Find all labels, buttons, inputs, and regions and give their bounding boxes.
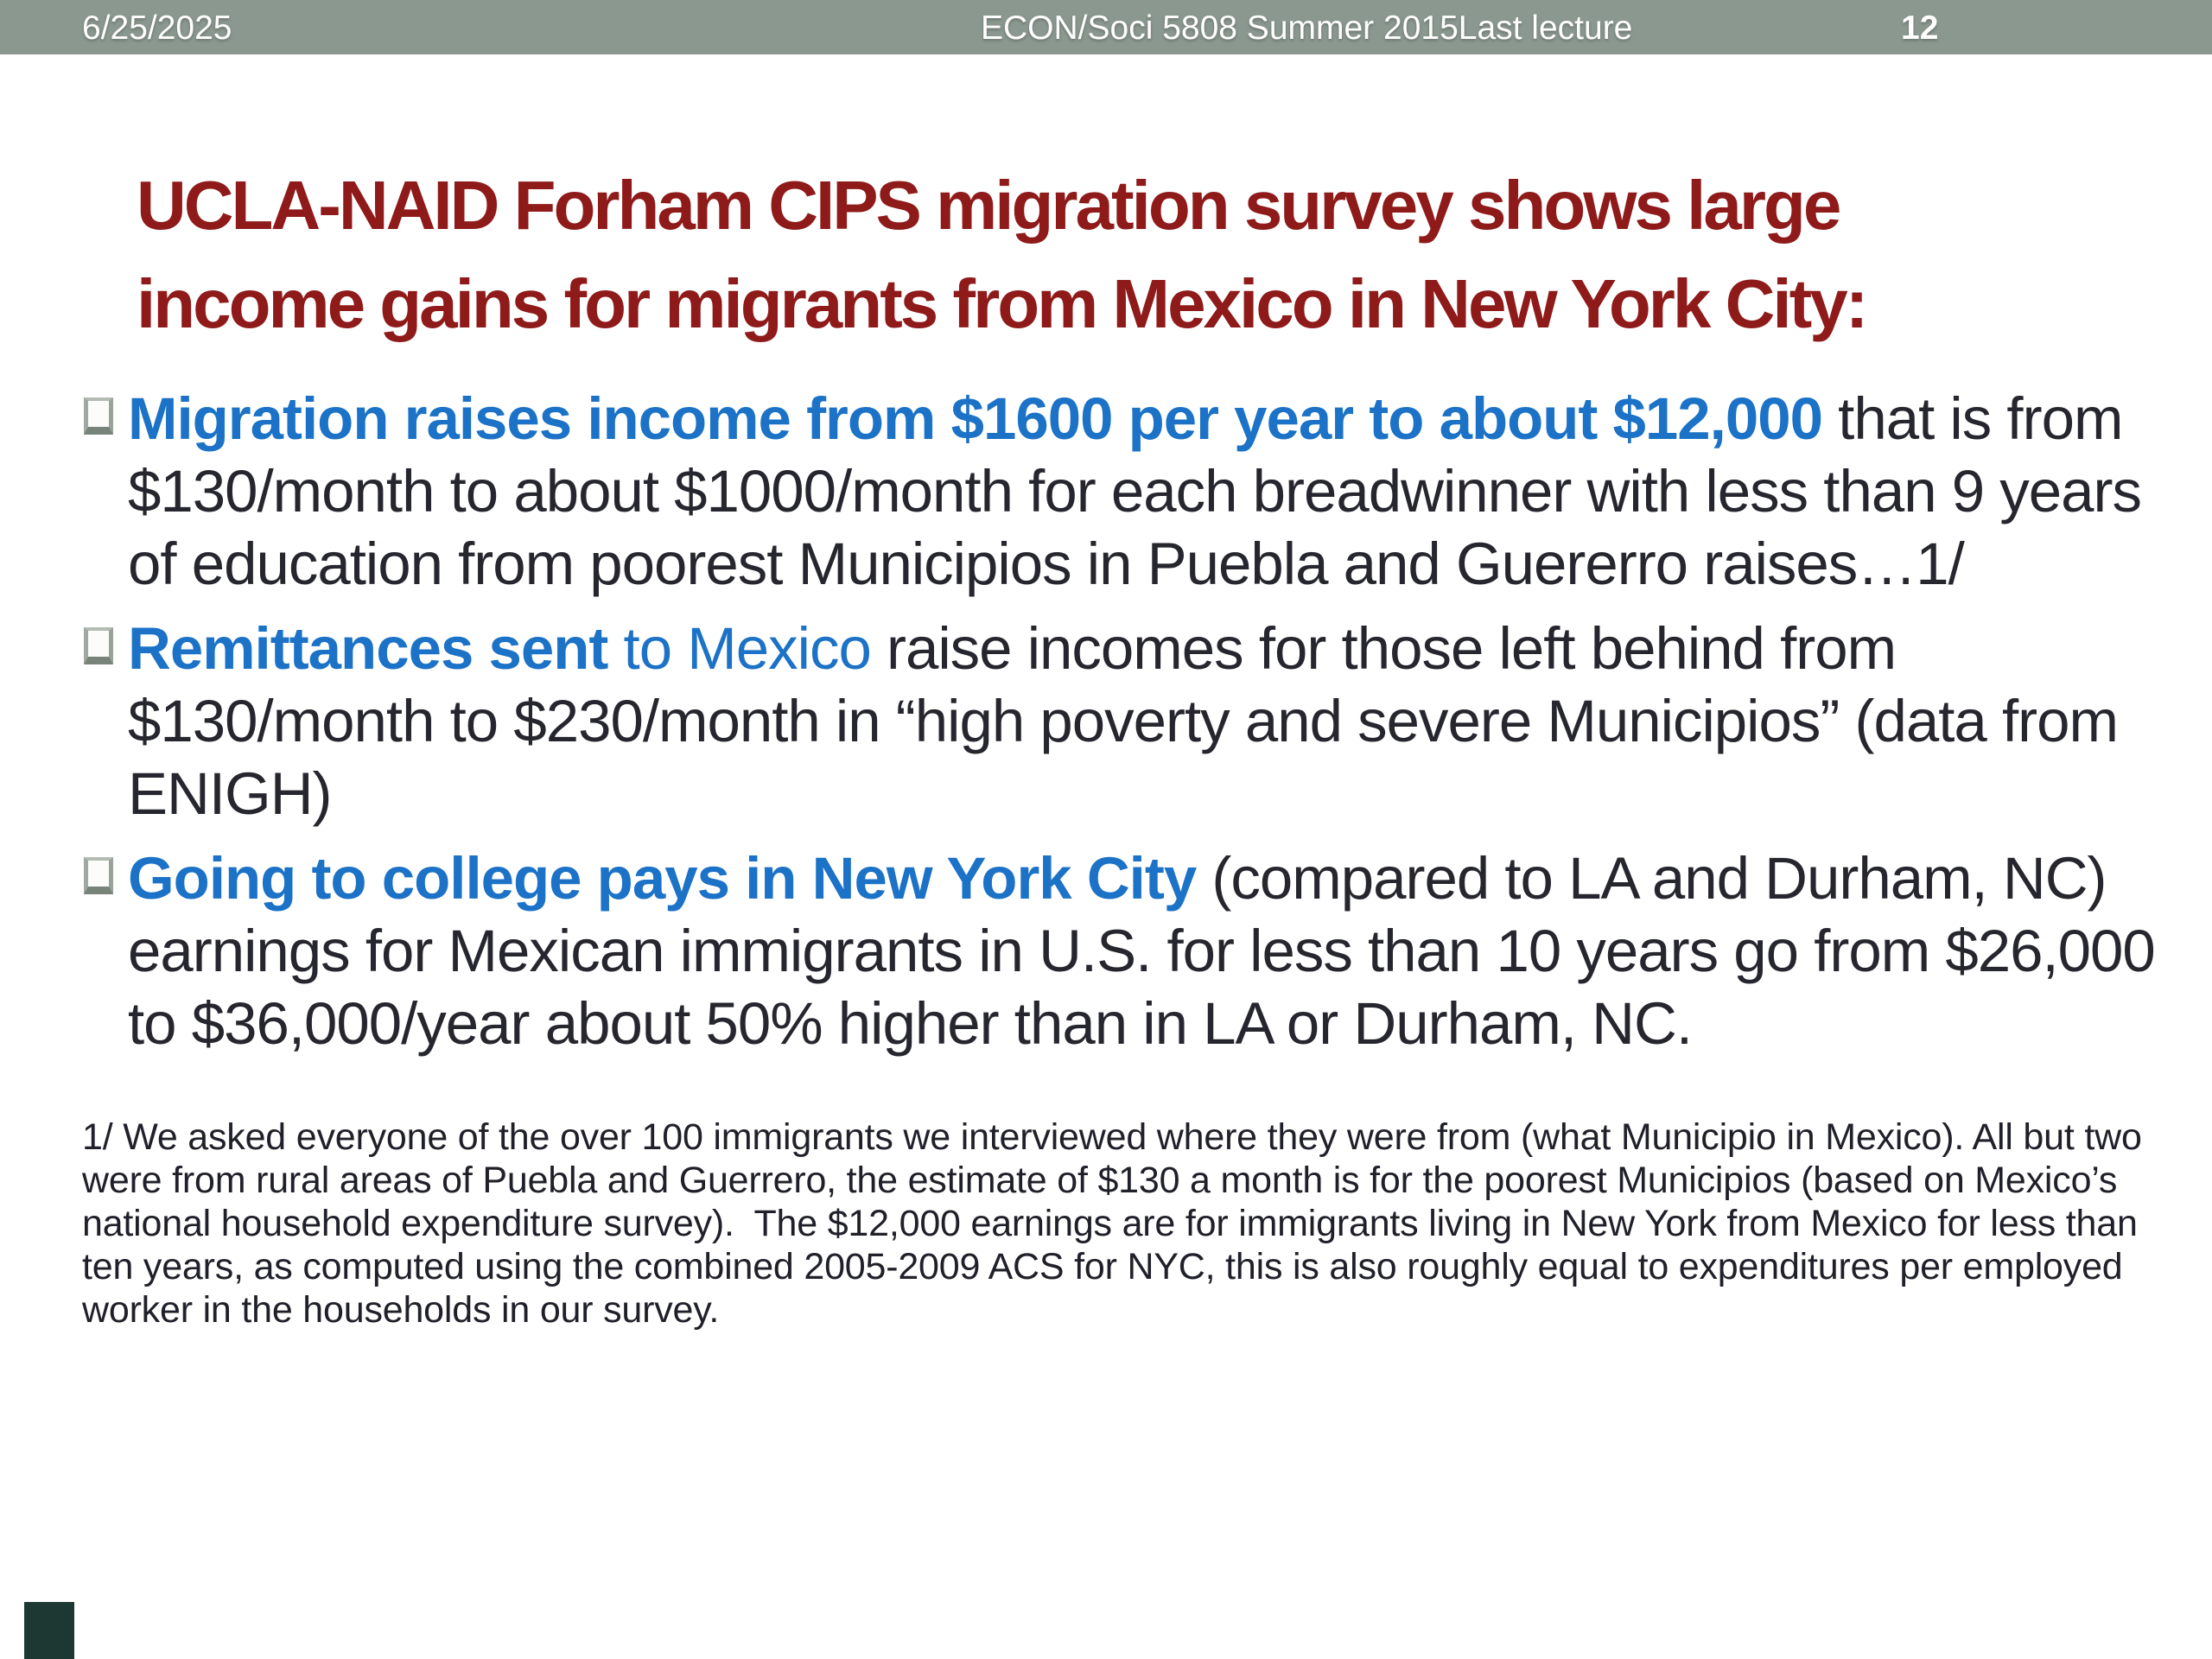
bullet-list: Migration raises income from $1600 per y… xyxy=(82,383,2173,1060)
footnote: 1/ We asked everyone of the over 100 imm… xyxy=(82,1116,2152,1331)
header-page-number: 12 xyxy=(1901,10,1939,47)
header-date: 6/25/2025 xyxy=(82,10,232,47)
bullet-body-text: (compared to LA and Durham, NC) earnings… xyxy=(128,845,2156,1057)
bullet-emphasis-regular: to Mexico xyxy=(607,615,887,682)
bullet-emphasis: Remittances sent xyxy=(128,615,608,682)
header-course-title: ECON/Soci 5808 Summer 2015Last lecture xyxy=(981,10,1633,47)
square-bullet-icon xyxy=(84,857,113,894)
bullet-college-pays: Going to college pays in New York City (… xyxy=(82,842,2173,1060)
slide-title-line-2: income gains for migrants from Mexico in… xyxy=(137,265,1868,342)
bullet-migration-income: Migration raises income from $1600 per y… xyxy=(82,383,2173,601)
square-bullet-icon xyxy=(84,397,113,435)
bullet-body-text: raise incomes for those left behind from… xyxy=(128,615,2119,827)
slide-title: UCLA-NAID Forham CIPS migration survey s… xyxy=(137,156,2150,353)
bullet-body-text: that is from $130/month to about $1000/m… xyxy=(128,385,2142,597)
square-bullet-icon xyxy=(84,627,113,664)
slide-header: 6/25/2025 ECON/Soci 5808 Summer 2015Last… xyxy=(0,0,2212,54)
bullet-emphasis: Going to college pays in New York City xyxy=(128,845,1197,912)
bullet-remittances: Remittances sent to Mexico raise incomes… xyxy=(82,613,2173,830)
bullet-emphasis: Migration raises income from $1600 per y… xyxy=(128,385,1823,452)
corner-decoration xyxy=(24,1602,74,1659)
slide-title-line-1: UCLA-NAID Forham CIPS migration survey s… xyxy=(137,167,1841,244)
